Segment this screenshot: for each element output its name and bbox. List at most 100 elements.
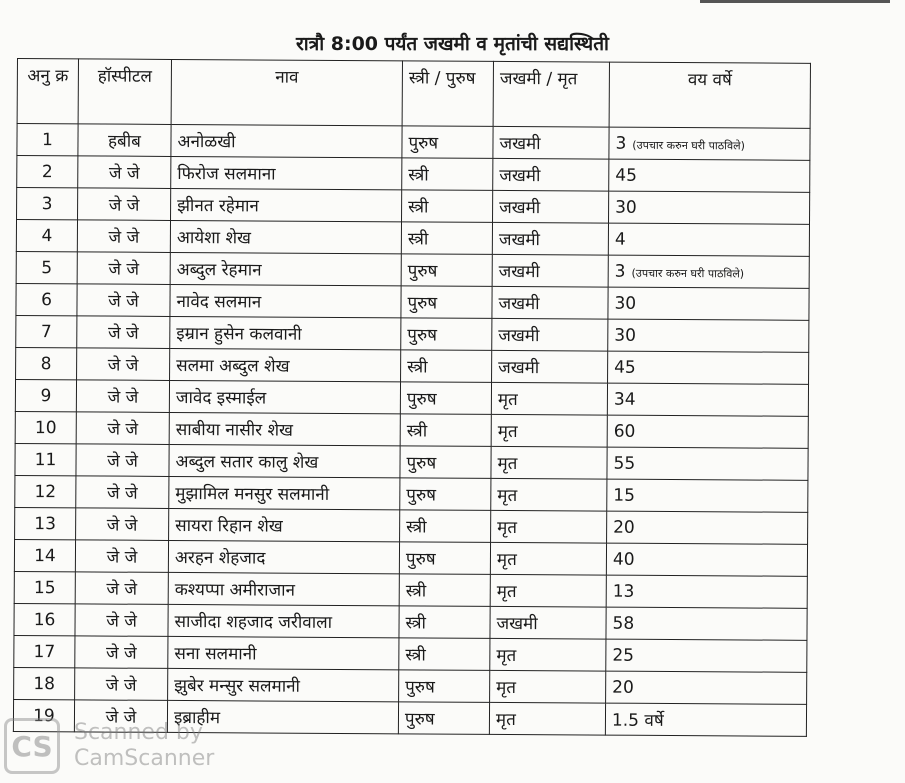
status-text: जखमी	[498, 293, 540, 315]
cell-gender: पुरुष	[401, 125, 494, 159]
cell-serial: 11	[14, 443, 77, 476]
cell-gender: स्त्री	[401, 189, 493, 223]
camscanner-logo-icon: CS	[4, 718, 60, 774]
cell-serial: 9	[15, 379, 77, 412]
cell-gender: पुरुष	[401, 253, 493, 287]
table-row: 6 जे जे नावेद सलमान पुरुष जखमी 30	[15, 283, 810, 321]
cell-hospital: जे जे	[76, 315, 170, 349]
age-text: 13	[612, 581, 635, 602]
document-title: रात्रौ 8:00 पर्यंत जखमी व मृतांची सद्यस्…	[296, 33, 609, 55]
serial-text: 14	[34, 545, 56, 566]
cell-age: 30	[608, 191, 810, 225]
cell-age: 3 (उपचार करुन घरी पाठविले)	[608, 127, 811, 161]
cell-name: अब्दुल रेहमान	[170, 252, 402, 286]
cell-age: 55	[606, 447, 809, 481]
age-text: 30	[614, 293, 637, 314]
cell-gender: स्त्री	[400, 349, 492, 383]
table-row: 8 जे जे सलमा अब्दुल शेख स्त्री जखमी 45	[15, 347, 809, 385]
cell-name: फिरोज सलमाना	[170, 156, 402, 190]
cell-hospital: जे जे	[76, 347, 170, 381]
table-row: 16 जे जे साजीदा शहजाद जरीवाला स्त्री जखमी 58	[13, 603, 808, 641]
cell-status: मृत	[490, 510, 607, 544]
cell-hospital: जे जे	[75, 443, 170, 477]
hospital-text: जे जे	[106, 515, 138, 536]
cell-status: मृत	[490, 446, 608, 480]
table-row: 2 जे जे फिरोज सलमाना स्त्री जखमी 45	[16, 155, 810, 193]
hospital-text: जे जे	[106, 483, 138, 504]
serial-text: 11	[34, 449, 57, 470]
table-row: 15 जे जे कश्यप्पा अमीराजान स्त्री मृत 13	[14, 571, 808, 609]
gender-text: स्त्री	[405, 581, 427, 602]
cell-hospital: जे जे	[74, 603, 169, 637]
name-text: सायरा रिहान शेख	[175, 515, 283, 537]
cell-name: अब्दुल सतार कालु शेख	[168, 444, 401, 478]
cell-status: जखमी	[491, 286, 609, 320]
gender-text: पुरुष	[406, 485, 437, 506]
hospital-text: जे जे	[108, 195, 140, 216]
status-text: मृत	[497, 453, 518, 475]
header-gender: स्त्री / पुरुष	[402, 60, 494, 127]
table-row: 12 जे जे मुझामिल मनसुर सलमानी पुरुष मृत 15	[14, 475, 808, 513]
age-note: (उपचार करुन घरी पाठविले)	[631, 266, 745, 280]
cell-name: सायरा रिहान शेख	[168, 508, 400, 542]
serial-text: 15	[33, 577, 56, 598]
serial-text: 3	[41, 193, 53, 214]
gender-text: पुरुष	[407, 293, 438, 314]
cell-age: 15	[606, 479, 808, 513]
cell-status: मृत	[489, 702, 606, 736]
cell-name: अनोळखी	[170, 124, 403, 158]
cell-status: जखमी	[489, 606, 607, 640]
name-text: कश्यप्पा अमीराजान	[174, 579, 296, 601]
status-text: मृत	[496, 549, 517, 571]
age-text: 25	[612, 645, 635, 666]
cell-gender: पुरुष	[399, 445, 492, 479]
watermark-line2: CamScanner	[74, 746, 215, 771]
status-text: मृत	[497, 389, 518, 411]
table-row: 9 जे जे जावेद इस्माईल पुरुष मृत 34	[15, 379, 809, 417]
cell-age: 4	[608, 223, 810, 257]
cell-hospital: जे जे	[75, 571, 169, 605]
cell-name: साबीया नासीर शेख	[169, 412, 401, 446]
cell-status: मृत	[489, 670, 606, 704]
cell-hospital: जे जे	[75, 475, 169, 509]
gender-text: स्त्री	[406, 517, 427, 538]
age-text: 3	[614, 261, 626, 282]
gender-text: स्त्री	[405, 645, 426, 666]
cell-hospital: जे जे	[77, 219, 171, 253]
serial-text: 9	[40, 385, 52, 406]
age-text: 1.5 वर्षे	[611, 710, 664, 731]
header-age: वय वर्षे	[609, 62, 811, 129]
status-text: जखमी	[498, 229, 541, 251]
gender-text: पुरुष	[407, 325, 438, 346]
status-text: जखमी	[499, 197, 541, 219]
cell-hospital: जे जे	[77, 155, 171, 189]
cell-status: जखमी	[492, 254, 609, 288]
name-text: इम्रान हुसेन कलवानी	[176, 323, 302, 345]
age-text: 20	[612, 677, 634, 698]
cell-name: अरहन शेहजाद	[168, 540, 400, 574]
name-text: मुझामिल मनसुर सलमानी	[175, 483, 330, 505]
cell-age: 1.5 वर्षे	[605, 703, 807, 737]
cell-name: आयेशा शेख	[170, 220, 402, 254]
cell-status: जखमी	[492, 126, 610, 160]
age-text: 45	[615, 165, 637, 186]
cell-hospital: जे जे	[74, 667, 168, 701]
table-row: 10 जे जे साबीया नासीर शेख स्त्री मृत 60	[15, 411, 809, 449]
cell-hospital: जे जे	[76, 411, 170, 445]
cell-name: झुबेर मन्सुर सलमानी	[167, 668, 399, 702]
status-text: मृत	[495, 709, 516, 731]
cell-age: 30	[607, 287, 810, 321]
header-name: नाव	[171, 59, 403, 126]
cell-status: मृत	[491, 414, 608, 448]
cell-name: झीनत रहेमान	[170, 188, 402, 222]
hospital-text: जे जे	[106, 611, 137, 632]
serial-text: 13	[34, 513, 57, 534]
age-text: 30	[614, 325, 637, 346]
status-text: मृत	[497, 485, 518, 507]
cell-serial: 14	[14, 539, 76, 572]
cell-serial: 7	[15, 315, 77, 348]
cell-serial: 5	[16, 251, 78, 284]
serial-text: 6	[41, 289, 52, 310]
cell-serial: 6	[15, 283, 78, 316]
gender-text: पुरुष	[408, 133, 439, 154]
